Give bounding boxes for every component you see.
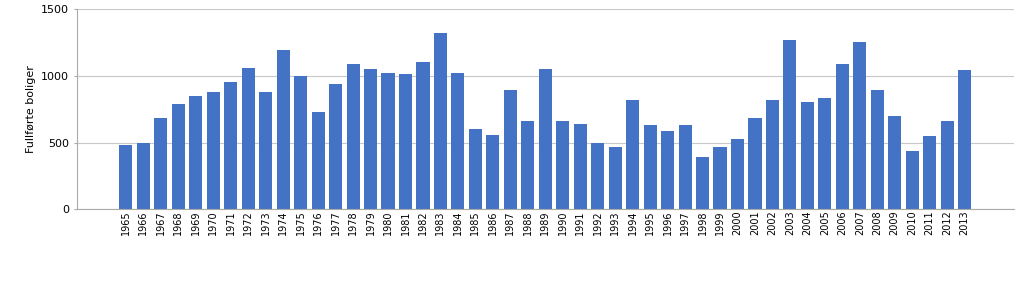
Bar [749, 118, 762, 209]
Bar [189, 96, 203, 209]
Bar [539, 69, 552, 209]
Bar [469, 129, 482, 209]
Bar [941, 121, 953, 209]
Bar [626, 100, 639, 209]
Bar [434, 33, 447, 209]
Bar [923, 136, 936, 209]
Bar [120, 145, 132, 209]
Bar [714, 147, 727, 209]
Bar [766, 100, 779, 209]
Bar [521, 121, 535, 209]
Bar [452, 73, 465, 209]
Bar [731, 138, 744, 209]
Bar [486, 135, 500, 209]
Bar [643, 125, 656, 209]
Bar [870, 90, 884, 209]
Bar [573, 124, 587, 209]
Bar [696, 157, 709, 209]
Bar [382, 73, 394, 209]
Bar [504, 90, 517, 209]
Bar [662, 130, 674, 209]
Bar [679, 125, 691, 209]
Bar [556, 121, 569, 209]
Bar [888, 116, 901, 209]
Bar [608, 147, 622, 209]
Bar [276, 50, 290, 209]
Bar [224, 83, 238, 209]
Bar [137, 143, 150, 209]
Bar [836, 64, 849, 209]
Bar [818, 98, 831, 209]
Bar [591, 143, 604, 209]
Bar [294, 76, 307, 209]
Bar [172, 104, 185, 209]
Bar [783, 40, 797, 209]
Bar [259, 92, 272, 209]
Bar [346, 64, 359, 209]
Bar [958, 70, 971, 209]
Bar [853, 42, 866, 209]
Bar [329, 84, 342, 209]
Bar [311, 112, 325, 209]
Bar [801, 103, 814, 209]
Bar [905, 150, 919, 209]
Bar [207, 92, 220, 209]
Bar [399, 74, 412, 209]
Y-axis label: Fullførte boliger: Fullførte boliger [26, 65, 36, 153]
Bar [155, 118, 168, 209]
Bar [242, 68, 255, 209]
Bar [364, 69, 377, 209]
Bar [417, 62, 429, 209]
